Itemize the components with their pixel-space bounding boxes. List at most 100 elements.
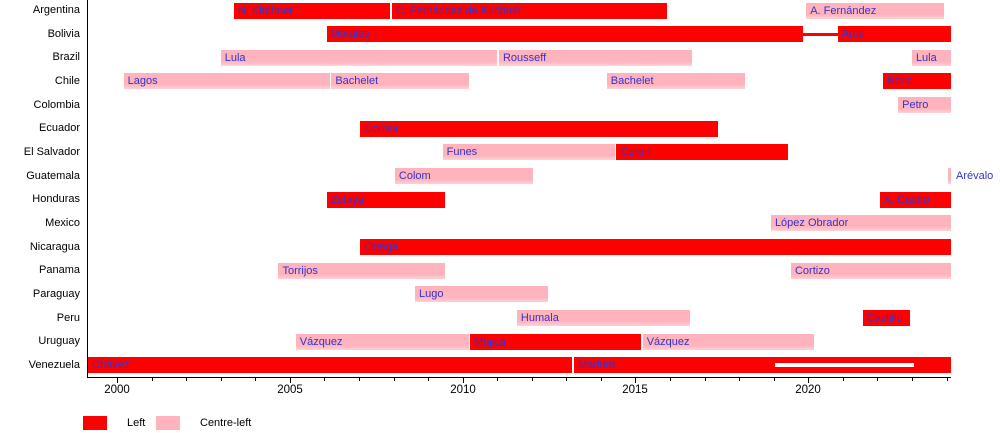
country-label-panama: Panama <box>39 264 80 277</box>
country-label-ecuador: Ecuador <box>39 122 80 135</box>
bar-label-humala: Humala <box>520 312 559 325</box>
bar-maduro: Maduro <box>573 357 951 374</box>
bar-label-petro: Petro <box>902 99 929 112</box>
bar-label-castillo: Castillo <box>866 312 903 325</box>
country-label-bolivia: Bolivia <box>47 27 80 40</box>
bar-label-lugo: Lugo <box>418 288 444 301</box>
bar-label-vazquez: Vázquez <box>646 335 690 348</box>
year-label-2005: 2005 <box>277 384 303 396</box>
venezuela-disputed-presidency-stripe <box>775 363 914 368</box>
minor-tick-2007 <box>359 377 360 381</box>
bar-lula: Lula <box>220 49 497 66</box>
bar-boric: Boric <box>883 73 951 90</box>
major-tick-2005 <box>290 377 291 383</box>
minor-tick-2009 <box>428 377 429 381</box>
bar-lopez-obrador: López Obrador <box>770 215 951 232</box>
country-label-paraguay: Paraguay <box>32 287 80 300</box>
major-tick-2010 <box>463 377 464 383</box>
bar-ceren: Cerén <box>616 144 789 161</box>
minor-tick-2008 <box>394 377 395 381</box>
minor-tick-2016 <box>670 377 671 381</box>
bar-label-cortizo: Cortizo <box>794 264 830 277</box>
bar-x-castro: X. Castro <box>879 191 951 208</box>
year-label-2010: 2010 <box>450 384 476 396</box>
bar-label-lula: Lula <box>915 51 937 64</box>
minor-tick-2011 <box>497 377 498 381</box>
bar-label-x-castro: X. Castro <box>883 193 930 206</box>
bar-label-ortega: Ortega <box>364 241 398 254</box>
bar-label-n-kirchner: N. Kirchner <box>237 4 293 17</box>
bar-label-vazquez: Vázquez <box>299 335 343 348</box>
bar-label-mujica: Mujica <box>473 335 506 348</box>
bar-lula: Lula <box>911 49 951 66</box>
bolivia-interim-gap-connector <box>803 32 838 36</box>
country-label-el-salvador: El Salvador <box>23 145 80 158</box>
major-tick-2000 <box>117 377 118 383</box>
bar-label-maduro: Maduro <box>577 359 616 372</box>
minor-tick-2003 <box>221 377 222 381</box>
bar-n-kirchner: N. Kirchner <box>233 2 391 19</box>
bar-morales: Morales <box>326 26 804 43</box>
minor-tick-2002 <box>186 377 187 381</box>
bar-label-morales: Morales <box>330 28 370 41</box>
minor-tick-2013 <box>566 377 567 381</box>
bar-label-bachelet: Bachelet <box>610 75 654 88</box>
bar-humala: Humala <box>516 310 690 327</box>
country-label-chile: Chile <box>54 74 80 87</box>
major-tick-2020 <box>808 377 809 383</box>
bar-vazquez: Vázquez <box>642 333 815 350</box>
country-label-brazil: Brazil <box>52 51 80 64</box>
bar-c-fernandez-de-kirchner: C. Fernández de Kirchner <box>391 2 668 19</box>
legend: Left Centre-left <box>0 414 1000 433</box>
minor-tick-2012 <box>532 377 533 381</box>
bar-zelaya: Zelaya <box>326 191 446 208</box>
bar-label-lopez-obrador: López Obrador <box>774 217 849 230</box>
country-label-guatemala: Guatemala <box>26 169 80 182</box>
bar-torrijos: Torrijos <box>278 262 446 279</box>
bar-label-boric: Boric <box>887 75 913 88</box>
year-label-2015: 2015 <box>622 384 648 396</box>
y-axis-line <box>87 0 88 377</box>
country-label-peru: Peru <box>56 311 80 324</box>
minor-tick-2022 <box>877 377 878 381</box>
bar-label-funes: Funes <box>446 146 478 159</box>
bar-a-fernandez: A. Fernández <box>806 2 945 19</box>
major-tick-2015 <box>635 377 636 383</box>
bar-label-rousseff: Rousseff <box>502 51 547 64</box>
bar-label-arce: Arce <box>841 28 865 41</box>
bar-label-lula: Lula <box>224 51 246 64</box>
bar-mujica: Mujica <box>469 333 642 350</box>
country-label-honduras: Honduras <box>32 193 80 206</box>
bar-label-ceren: Cerén <box>620 146 651 159</box>
bar-vazquez: Vázquez <box>295 333 469 350</box>
minor-tick-2017 <box>705 377 706 381</box>
legend-label-centre-left: Centre-left <box>200 417 252 429</box>
minor-tick-2004 <box>255 377 256 381</box>
bar-label-bachelet: Bachelet <box>335 75 379 88</box>
bar-funes: Funes <box>442 144 616 161</box>
bar-label-zelaya: Zelaya <box>330 193 364 206</box>
legend-swatch-left <box>83 416 107 430</box>
bar-label-torrijos: Torrijos <box>282 264 318 277</box>
country-label-nicaragua: Nicaragua <box>29 240 80 253</box>
legend-label-left: Left <box>127 417 146 429</box>
bar-label-c-fernandez-de-kirchner: C. Fernández de Kirchner <box>395 4 522 17</box>
year-label-2000: 2000 <box>104 384 130 396</box>
year-label-2020: 2020 <box>795 384 821 396</box>
bar-petro: Petro <box>898 97 951 114</box>
bar-label-colom: Colom <box>398 170 431 183</box>
bar-label-lagos: Lagos <box>127 75 158 88</box>
bar-lagos: Lagos <box>123 73 330 90</box>
country-label-uruguay: Uruguay <box>38 335 80 348</box>
country-label-colombia: Colombia <box>33 98 80 111</box>
minor-tick-2018 <box>739 377 740 381</box>
x-axis-line <box>87 377 951 378</box>
bar-correa: Correa <box>360 120 718 137</box>
bar-label-correa: Correa <box>364 122 398 135</box>
minor-tick-2019 <box>774 377 775 381</box>
legend-swatch-centre-left <box>156 416 180 430</box>
bar-chavez: Chávez <box>88 357 573 374</box>
bar-castillo: Castillo <box>862 310 910 327</box>
minor-tick-2024 <box>947 377 948 381</box>
